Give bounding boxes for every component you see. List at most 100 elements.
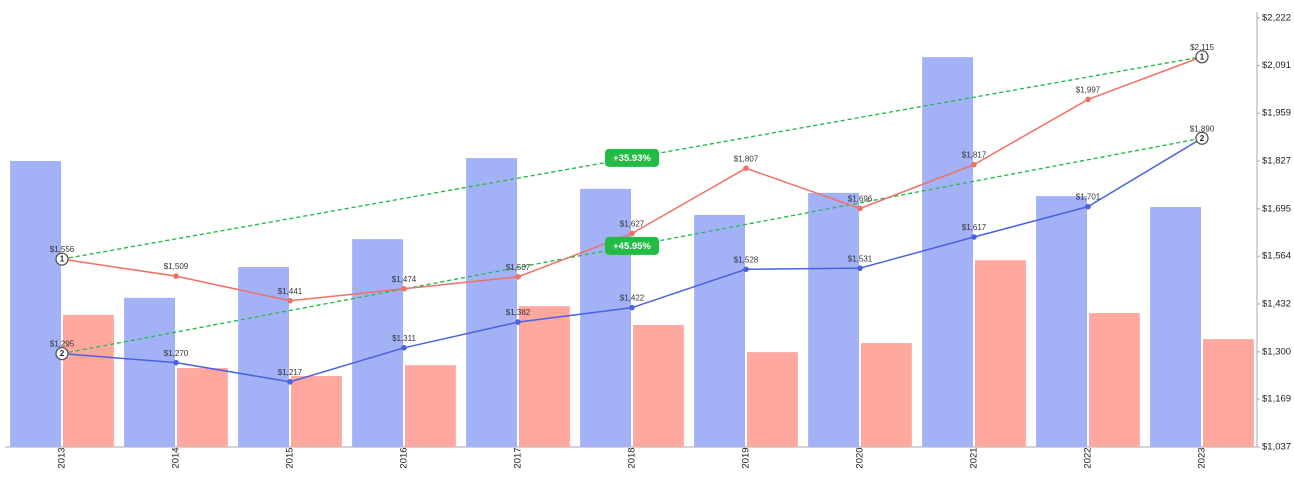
value-label: $1,807 <box>734 154 759 163</box>
point <box>1085 96 1091 103</box>
x-tick-label: 2018 <box>627 447 638 468</box>
value-label: $1,509 <box>164 262 189 271</box>
trend-badge <box>605 148 659 167</box>
bar <box>808 192 859 447</box>
marker-label: 2 <box>1200 134 1205 143</box>
line <box>61 137 1203 383</box>
bar <box>861 343 912 447</box>
bar <box>1089 313 1140 447</box>
value-label: $1,507 <box>506 263 531 272</box>
y-tick-label: $2,222 <box>1262 13 1291 24</box>
bar <box>694 214 745 447</box>
point <box>857 265 863 271</box>
value-label: $1,217 <box>278 368 303 377</box>
bar <box>922 57 973 448</box>
bar <box>405 365 456 447</box>
point <box>173 359 179 366</box>
x-tick-label: 2023 <box>1197 447 1208 468</box>
x-tick-label: 2013 <box>57 447 68 468</box>
marker <box>55 252 69 266</box>
trend-label: +35.93% <box>613 153 651 164</box>
x-tick-label: 2015 <box>285 447 296 468</box>
y-tick-label: $1,695 <box>1262 203 1291 214</box>
value-label: $1,617 <box>962 223 987 232</box>
trend-line <box>61 56 1203 260</box>
y-tick-label: $1,300 <box>1262 346 1291 357</box>
point <box>743 165 749 172</box>
bar <box>124 297 175 447</box>
value-label: $1,528 <box>734 255 759 264</box>
point <box>857 205 863 212</box>
x-tick-label: 2021 <box>969 447 980 468</box>
point <box>173 273 179 279</box>
value-label: $1,295 <box>50 340 75 349</box>
bar <box>1150 206 1201 447</box>
value-label: $1,441 <box>278 287 303 296</box>
x-tick-label: 2022 <box>1083 447 1094 468</box>
x-tick-label: 2014 <box>171 447 182 468</box>
value-label: $1,701 <box>1076 193 1101 202</box>
bar <box>747 352 798 447</box>
value-label: $1,556 <box>50 245 75 254</box>
point <box>287 379 293 385</box>
bar <box>352 239 403 447</box>
trend-badge <box>605 236 659 255</box>
value-label: $1,531 <box>848 254 873 263</box>
y-tick-label: $1,827 <box>1262 156 1291 167</box>
bar <box>580 188 631 447</box>
point <box>515 274 521 280</box>
value-label: $1,627 <box>620 220 645 229</box>
bar <box>63 314 114 447</box>
x-tick-label: 2016 <box>399 447 410 468</box>
y-tick-label: $1,432 <box>1262 299 1291 310</box>
marker-label: 2 <box>60 349 65 358</box>
y-tick-label: $1,959 <box>1262 108 1291 119</box>
point <box>287 297 293 304</box>
marker <box>1195 50 1209 64</box>
bar <box>975 260 1026 447</box>
y-tick-label: $1,564 <box>1262 251 1291 262</box>
bar <box>238 267 289 447</box>
point <box>743 266 749 273</box>
y-tick-label: $1,169 <box>1262 394 1291 405</box>
trend-line <box>61 137 1203 355</box>
point <box>971 161 977 168</box>
bar <box>1036 196 1087 447</box>
point <box>629 304 635 311</box>
value-label: $1,696 <box>848 195 873 204</box>
value-label: $1,270 <box>164 349 189 358</box>
value-label: $1,382 <box>506 308 531 317</box>
bar <box>466 158 517 447</box>
value-label: $1,422 <box>620 294 645 303</box>
x-tick-label: 2017 <box>513 447 524 468</box>
value-label: $1,890 <box>1190 124 1215 133</box>
point <box>401 285 407 292</box>
point <box>629 230 635 237</box>
marker <box>55 346 69 361</box>
x-tick-label: 2019 <box>741 447 752 468</box>
bar <box>519 306 570 447</box>
bar <box>10 161 61 447</box>
value-label: $2,115 <box>1190 43 1214 52</box>
value-label: $1,997 <box>1076 86 1101 95</box>
trend-label: +45.95% <box>613 241 651 252</box>
line <box>61 56 1203 302</box>
x-tick-label: 2020 <box>855 447 866 468</box>
y-tick-label: $1,037 <box>1262 442 1291 453</box>
value-label: $1,311 <box>392 334 416 343</box>
marker-label: 1 <box>60 255 65 264</box>
point <box>401 345 407 351</box>
marker-label: 1 <box>1200 52 1205 61</box>
point <box>515 319 521 325</box>
bar <box>1203 339 1254 447</box>
bar <box>633 324 684 447</box>
y-tick-label: $2,091 <box>1262 60 1291 71</box>
point <box>1085 203 1091 210</box>
bar <box>177 368 228 447</box>
bar <box>291 376 342 447</box>
point <box>971 234 977 240</box>
marker <box>1195 131 1209 145</box>
value-label: $1,817 <box>962 151 987 160</box>
